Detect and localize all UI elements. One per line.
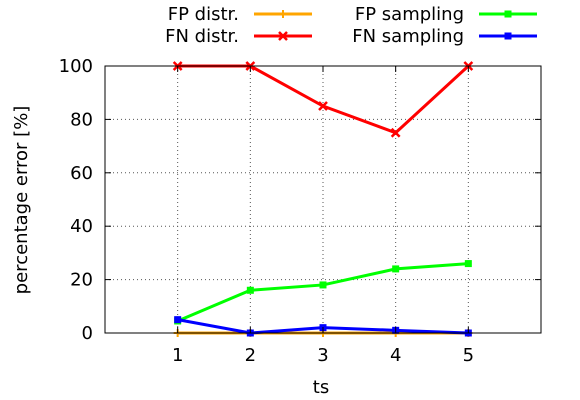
y-tick-label: 100 — [59, 56, 93, 77]
legend-marker — [504, 32, 512, 40]
y-tick-label: 0 — [82, 323, 93, 344]
data-point — [319, 281, 327, 289]
legend-marker — [504, 10, 512, 18]
legend-marker — [279, 10, 287, 18]
x-axis-label: ts — [313, 377, 329, 398]
x-tick-label: 3 — [317, 345, 328, 366]
legend-label: FN sampling — [352, 26, 464, 47]
legend-entry: FN distr. — [165, 26, 312, 47]
x-tick-label: 1 — [172, 345, 183, 366]
grid — [105, 66, 541, 333]
axis-ticks: 0 20 40 60 80 100 1 2 3 4 5 — [59, 56, 541, 366]
data-point — [392, 265, 400, 273]
series-line — [177, 262, 469, 323]
y-tick-label: 40 — [70, 216, 93, 237]
data-point — [246, 286, 254, 294]
data-point — [318, 101, 328, 111]
x-tick-label: 4 — [390, 345, 401, 366]
y-axis-label: percentage error [%] — [11, 106, 32, 295]
data-point — [464, 260, 472, 268]
y-tick-label: 20 — [70, 270, 93, 291]
legend-entry: FP sampling — [355, 4, 537, 25]
series-1 — [172, 61, 474, 138]
legend-entry: FP distr. — [168, 4, 312, 25]
legend-marker — [278, 31, 288, 41]
x-tick-label: 2 — [245, 345, 256, 366]
legend-label: FP distr. — [168, 4, 239, 25]
legend-entry: FN sampling — [352, 26, 537, 47]
x-tick-label: 5 — [463, 345, 474, 366]
y-tick-label: 60 — [70, 163, 93, 184]
data-point — [390, 127, 401, 138]
data-point — [174, 316, 182, 324]
legend-label: FP sampling — [355, 4, 464, 25]
series-layer — [172, 61, 474, 337]
y-tick-label: 80 — [70, 109, 93, 130]
legend-label: FN distr. — [165, 26, 239, 47]
